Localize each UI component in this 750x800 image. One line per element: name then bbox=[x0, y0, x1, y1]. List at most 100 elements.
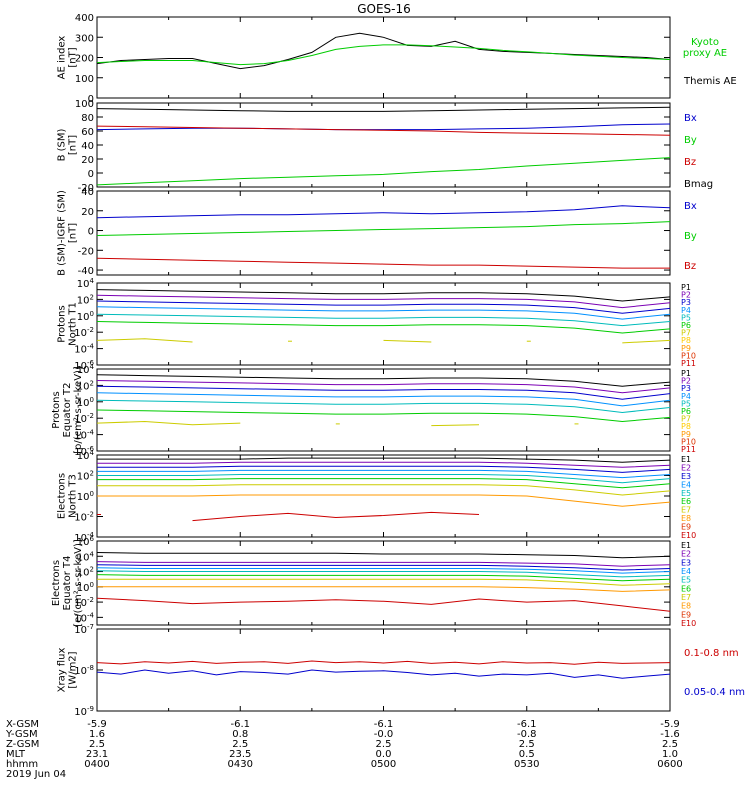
series-line-p1 bbox=[97, 289, 670, 302]
legend-label: E9 bbox=[681, 523, 691, 532]
y-tick-label: 104 bbox=[77, 277, 95, 290]
legend-label: P10 bbox=[681, 437, 696, 446]
y-axis-label: North T3 bbox=[68, 474, 79, 518]
axis-value: 2.5 bbox=[519, 739, 535, 750]
legend-label: E2 bbox=[681, 550, 691, 559]
axis-value: 0600 bbox=[657, 759, 682, 770]
legend-label: P10 bbox=[681, 351, 696, 360]
legend-label: P2 bbox=[681, 377, 691, 386]
panel-frame bbox=[96, 16, 671, 99]
y-tick-label: 40 bbox=[81, 141, 94, 152]
legend-label: E5 bbox=[681, 576, 691, 585]
y-tick-label: 60 bbox=[81, 127, 94, 138]
legend-label: P2 bbox=[681, 291, 691, 300]
axis-value: -0.0 bbox=[374, 729, 394, 740]
series-line-0-1-0-8-nm bbox=[97, 660, 670, 665]
series-line-themis-ae bbox=[97, 32, 670, 70]
axis-value: 0530 bbox=[514, 759, 539, 770]
legend-label: E5 bbox=[681, 489, 691, 498]
series-line-p4 bbox=[97, 306, 670, 320]
series-line-e8 bbox=[97, 494, 670, 507]
axis-value: 0430 bbox=[228, 759, 253, 770]
legend-label: Bmag bbox=[684, 179, 713, 190]
legend-label: 0.1-0.8 nm bbox=[684, 648, 739, 659]
y-tick-label: 100 bbox=[77, 310, 94, 323]
legend-label: E1 bbox=[681, 541, 691, 550]
legend-label: E10 bbox=[681, 531, 696, 540]
series-line-p7 bbox=[622, 339, 670, 344]
axis-value: 1.0 bbox=[662, 749, 678, 760]
y-axis-label: [nT] bbox=[68, 47, 79, 67]
legend-label: Bz bbox=[684, 157, 696, 168]
y-tick-label: 102 bbox=[77, 470, 94, 483]
legend-label: E8 bbox=[681, 602, 691, 611]
series-line-by bbox=[97, 157, 670, 186]
axis-value: 2.5 bbox=[376, 739, 392, 750]
series-line-p1 bbox=[97, 374, 670, 387]
legend-label: P7 bbox=[681, 329, 691, 338]
axis-value: -6.1 bbox=[517, 719, 537, 730]
y-tick-label: 20 bbox=[81, 155, 94, 166]
y-axis-label: Equator T2 bbox=[62, 383, 73, 438]
y-axis-label: [e/(cm²-s-sr-keV)] bbox=[73, 539, 84, 627]
axis-value: -5.9 bbox=[87, 719, 107, 730]
series-line-p3 bbox=[97, 300, 670, 314]
row-label: hhmm bbox=[6, 759, 38, 770]
legend-label: P1 bbox=[681, 369, 691, 378]
legend-label: E4 bbox=[681, 480, 691, 489]
series-line-bx bbox=[97, 123, 670, 131]
y-tick-label: 0 bbox=[88, 94, 94, 105]
legend-label: Bz bbox=[684, 261, 696, 272]
legend-label: E10 bbox=[681, 619, 696, 628]
y-axis-label: Equator T4 bbox=[62, 556, 73, 611]
series-line-e2 bbox=[97, 461, 670, 468]
series-line-e7 bbox=[97, 484, 670, 496]
axis-value: 0.8 bbox=[232, 729, 248, 740]
series-line-e8 bbox=[97, 586, 670, 592]
axis-value: -0.8 bbox=[517, 729, 537, 740]
series-line-e4 bbox=[97, 567, 670, 574]
series-line-0-05-0-4-nm bbox=[97, 669, 670, 679]
y-axis-label: [nT] bbox=[68, 135, 79, 155]
y-tick-label: 10-9 bbox=[74, 705, 94, 718]
series-line-bmag bbox=[97, 106, 670, 112]
y-axis-label: [W/m2] bbox=[68, 651, 79, 688]
y-tick-label: 0 bbox=[88, 169, 94, 180]
figure-title: GOES-16 bbox=[357, 2, 411, 16]
series-line-e4 bbox=[97, 469, 670, 479]
series-line-p7 bbox=[383, 339, 432, 343]
legend-label: P8 bbox=[681, 422, 691, 431]
series-line-p4 bbox=[97, 392, 670, 407]
axis-value: 1.6 bbox=[89, 729, 105, 740]
axis-value: 2.5 bbox=[662, 739, 678, 750]
y-tick-label: -40 bbox=[78, 266, 94, 277]
legend-label: P4 bbox=[681, 306, 691, 315]
series-line-p5 bbox=[97, 399, 670, 414]
series-line-p6 bbox=[97, 409, 670, 423]
legend-label: E8 bbox=[681, 514, 691, 523]
series-line-e9 bbox=[97, 597, 670, 612]
legend-label: P6 bbox=[681, 321, 691, 330]
y-axis-label: [p/(cm²-s-sr-keV)] bbox=[73, 366, 84, 454]
legend-label: Bx bbox=[684, 113, 697, 124]
legend-label: P3 bbox=[681, 384, 691, 393]
row-label: Z-GSM bbox=[6, 739, 39, 750]
axis-value: -1.6 bbox=[660, 729, 680, 740]
legend-label: By bbox=[684, 231, 697, 242]
series-line-e6 bbox=[97, 574, 670, 582]
series-line-e3 bbox=[97, 465, 670, 473]
series-line-bz bbox=[97, 125, 670, 136]
y-tick-label: 20 bbox=[81, 207, 94, 218]
y-tick-label: 300 bbox=[75, 33, 94, 44]
y-tick-label: 10-7 bbox=[74, 623, 94, 636]
panel-bsm: -20 0 20 40 60 80 100 B (SM) [nT] Bx By Bz Bmag bbox=[57, 99, 714, 194]
axis-value: -6.1 bbox=[374, 719, 394, 730]
axis-value: -6.1 bbox=[230, 719, 250, 730]
axis-value: -5.9 bbox=[660, 719, 680, 730]
series-line-e7 bbox=[97, 578, 670, 586]
y-axis-label: Protons bbox=[57, 305, 68, 342]
